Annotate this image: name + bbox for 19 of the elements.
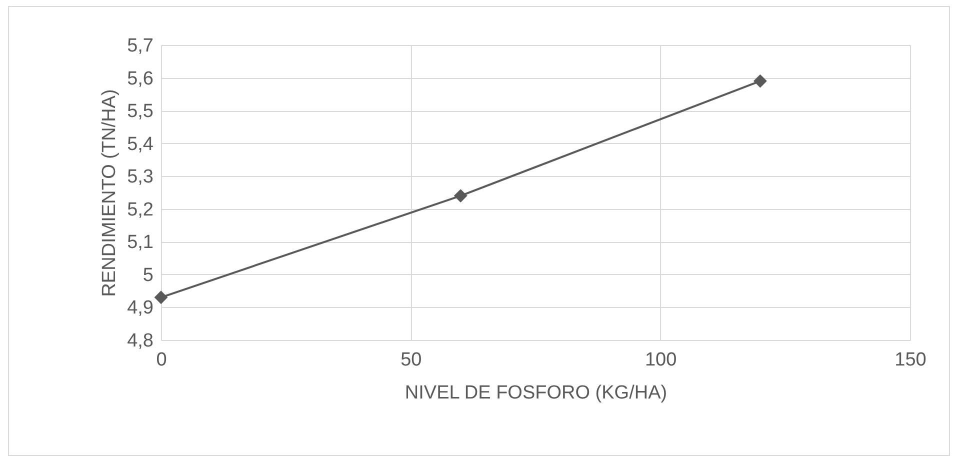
point	[154, 290, 168, 304]
y-tick-label: 5,5	[127, 101, 154, 122]
x-tick-label: 50	[400, 350, 422, 370]
y-tick-label: 5,3	[127, 166, 154, 188]
point	[454, 189, 468, 202]
y-tick-label: 5,6	[127, 68, 154, 90]
y-tick-label: 4,9	[127, 298, 154, 319]
y-axis-title: RENDIMIENTO (TN/HA)	[99, 89, 120, 297]
y-tick-label: 5,4	[127, 134, 154, 155]
y-tick-label: 4,8	[127, 330, 154, 352]
y-tick-label: 5	[142, 264, 154, 286]
point	[753, 74, 767, 88]
y-tick-label: 5,1	[127, 232, 154, 254]
y-tick-label: 5,7	[127, 36, 154, 56]
x-tick-label: 100	[644, 350, 677, 370]
x-axis-title: NIVEL DE FOSFORO (KG/HA)	[404, 382, 668, 404]
x-tick-label: 0	[156, 350, 167, 370]
x-tick-label: 150	[894, 350, 926, 370]
y-tick-label: 5,2	[127, 199, 154, 220]
